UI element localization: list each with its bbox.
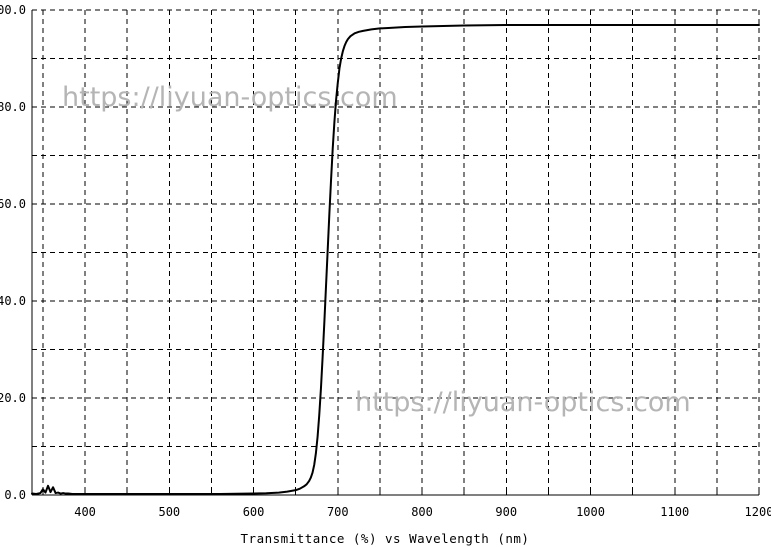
series-line <box>31 24 760 496</box>
watermark-1: https://liyuan-optics.com <box>355 387 691 418</box>
y-tick-label: 0.0 <box>4 488 26 502</box>
x-tick-label: 400 <box>74 505 96 519</box>
x-tick-label: 900 <box>495 505 517 519</box>
grid-lines <box>32 9 760 496</box>
x-tick-label: 1100 <box>660 505 689 519</box>
x-tick-label: 500 <box>158 505 180 519</box>
x-tick-label: 800 <box>411 505 433 519</box>
data-series <box>31 24 760 496</box>
x-tick-label: 600 <box>243 505 265 519</box>
y-tick-label: 100.0 <box>0 3 26 17</box>
watermark-0: https://liyuan-optics.com <box>62 82 398 113</box>
x-tick-label: 700 <box>327 505 349 519</box>
y-tick-label: 20.0 <box>0 391 26 405</box>
watermark-layer: https://liyuan-optics.com https://liyuan-… <box>62 82 691 418</box>
x-axis-title: Transmittance (%) vs Wavelength (nm) <box>241 531 530 546</box>
tick-labels: 400 500 600 700 800 900 1000 1100 1200 0.0 20.0 40.… <box>0 3 771 519</box>
x-tick-label: 1200 <box>745 505 771 519</box>
y-tick-label: 40.0 <box>0 294 26 308</box>
y-tick-label: 60.0 <box>0 197 26 211</box>
x-tick-label: 1000 <box>576 505 605 519</box>
y-tick-label: 80.0 <box>0 100 26 114</box>
